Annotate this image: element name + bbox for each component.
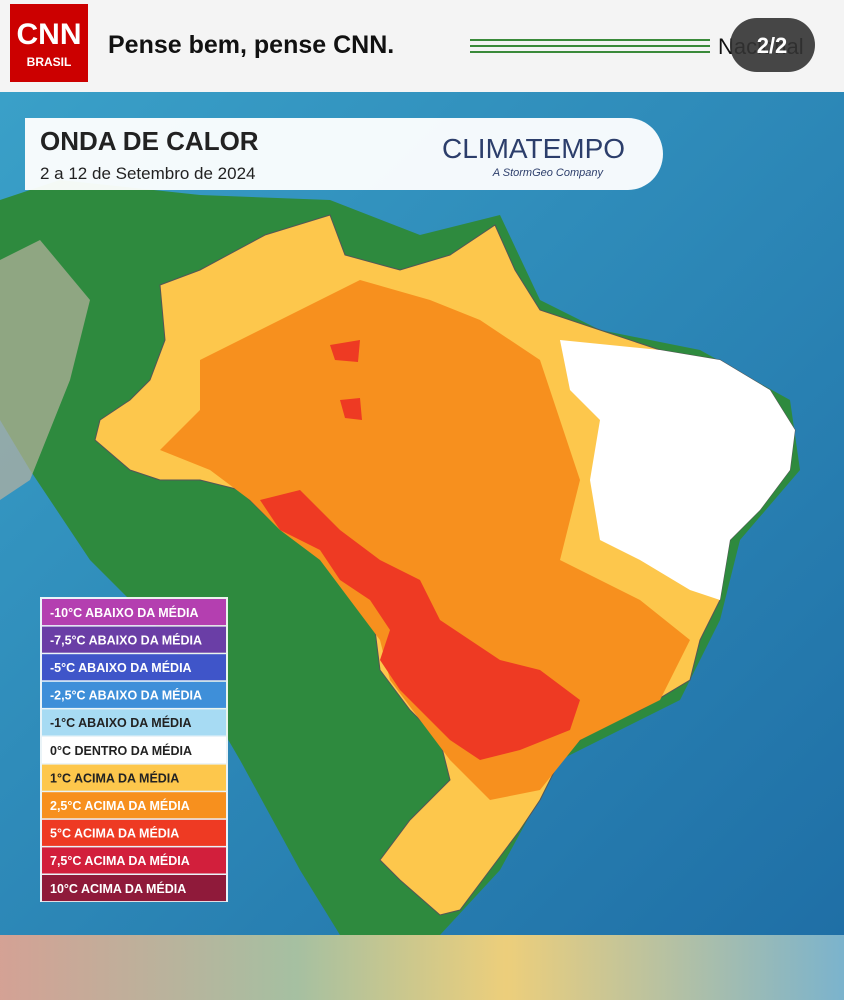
- brand-tagline: A StormGeo Company: [492, 167, 605, 179]
- legend-label: -5°C ABAIXO DA MÉDIA: [50, 660, 192, 675]
- legend-swatch: [42, 764, 226, 791]
- logo-text: CNN: [17, 18, 82, 51]
- legend-label: -1°C ABAIXO DA MÉDIA: [50, 715, 192, 730]
- hot-spots: [330, 340, 362, 420]
- andes: [0, 240, 90, 500]
- legend-label: 0°C DENTRO DA MÉDIA: [50, 743, 192, 758]
- legend-swatch: [42, 792, 226, 819]
- legend-label: -7,5°C ABAIXO DA MÉDIA: [50, 632, 202, 647]
- legend-swatch: [42, 819, 226, 846]
- legend-label: 7,5°C ACIMA DA MÉDIA: [50, 853, 190, 868]
- legend-swatch: [42, 847, 226, 874]
- warm-region: [160, 280, 690, 800]
- legend-swatch: [42, 626, 226, 653]
- legend-swatch: [42, 737, 226, 764]
- bottom-strip: [0, 935, 844, 1000]
- page-indicator-pill: [730, 18, 815, 72]
- legend-label: 1°C ACIMA DA MÉDIA: [50, 770, 179, 785]
- legend-label: 5°C ACIMA DA MÉDIA: [50, 826, 179, 841]
- map-subtitle: 2 a 12 de Setembro de 2024: [40, 164, 256, 183]
- legend-swatch: [42, 681, 226, 708]
- neutral-region: [560, 340, 795, 600]
- legend-swatch: [42, 654, 226, 681]
- cnn-logo: [10, 4, 88, 82]
- page-indicator: 2/2: [757, 33, 788, 58]
- legend-swatch: [42, 709, 226, 736]
- hot-region: [260, 490, 580, 760]
- slogan: Pense bem, pense CNN.: [108, 31, 394, 59]
- map-title: ONDA DE CALOR: [40, 126, 259, 156]
- header-lines: [470, 39, 710, 53]
- brand: CLIMATEMPO: [442, 133, 625, 164]
- legend-swatch: [42, 599, 226, 626]
- legend-label: 10°C ACIMA DA MÉDIA: [50, 881, 186, 896]
- legend-label: -2,5°C ABAIXO DA MÉDIA: [50, 688, 202, 703]
- legend-swatch: [42, 875, 226, 902]
- logo-subtext: BRASIL: [27, 55, 72, 69]
- legend-label: -10°C ABAIXO DA MÉDIA: [50, 605, 199, 620]
- legend-label: 2,5°C ACIMA DA MÉDIA: [50, 798, 190, 813]
- title-box: [25, 118, 663, 190]
